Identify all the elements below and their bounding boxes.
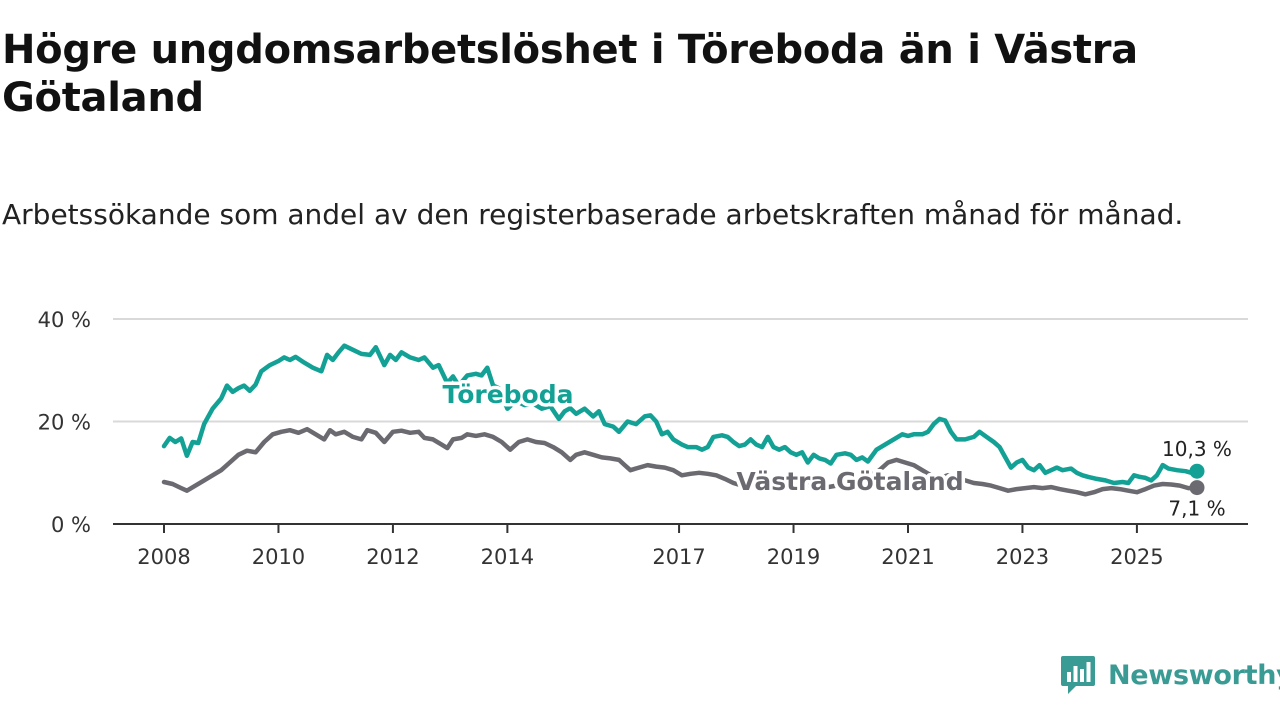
x-tick-label: 2021 <box>881 545 934 569</box>
brand-name: Newsworthy <box>1108 659 1280 691</box>
x-tick-label: 2025 <box>1110 545 1163 569</box>
newsworthy-logo-icon <box>1061 656 1095 694</box>
x-axis: 2008 2010 2012 2014 2017 2019 2021 2023 2025 <box>113 523 1248 569</box>
end-label-vastra-gotaland: 7,1 % <box>1168 497 1225 521</box>
x-tick-label: 2019 <box>767 545 820 569</box>
gridlines <box>113 318 1248 423</box>
chart-title: Högre ungdomsarbetslöshet i Töreboda än … <box>2 27 1138 121</box>
end-label-toreboda: 10,3 % <box>1162 437 1232 461</box>
series-line-vastra-gotaland <box>161 426 1200 497</box>
y-tick-label: 0 % <box>51 513 91 537</box>
x-tick-label: 2008 <box>137 545 190 569</box>
brand-logo: Newsworthy <box>1060 654 1280 696</box>
series-label-toreboda: Töreboda <box>442 380 573 409</box>
series-line-toreboda <box>161 343 1200 486</box>
series-lines <box>161 343 1205 497</box>
chart-subtitle: Arbetssökande som andel av den registerb… <box>2 198 1184 231</box>
series-labels: Töreboda Västra Götaland 10,3 % 7,1 % <box>439 377 1234 524</box>
line-chart: 0 % 20 % 40 % 2008 2010 2012 2014 2017 2019 2021… <box>38 308 1248 569</box>
series-end-point <box>1189 463 1205 479</box>
x-tick-label: 2012 <box>366 545 419 569</box>
y-tick-label: 20 % <box>38 411 91 435</box>
x-tick-label: 2010 <box>252 545 305 569</box>
y-axis-ticks: 0 % 20 % 40 % <box>38 308 91 537</box>
x-tick-label: 2017 <box>652 545 705 569</box>
series-end-point <box>1189 480 1205 496</box>
series-label-vastra-gotaland: Västra Götaland <box>736 467 963 496</box>
x-tick-label: 2023 <box>996 545 1049 569</box>
x-tick-label: 2014 <box>481 545 534 569</box>
y-tick-label: 40 % <box>38 308 91 332</box>
